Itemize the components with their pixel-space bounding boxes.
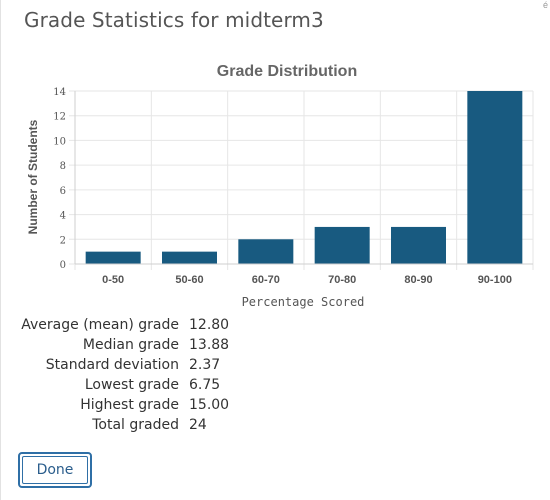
- done-button[interactable]: Done: [18, 452, 92, 488]
- stat-row-std-dev: Standard deviation 2.37: [1, 356, 321, 374]
- y-tick-label: 8: [60, 161, 66, 172]
- bar-60-70: [238, 239, 294, 264]
- stat-row-lowest: Lowest grade 6.75: [1, 376, 321, 394]
- stat-row-total: Total graded 24: [1, 416, 321, 434]
- x-tick-label: 70-80: [328, 274, 356, 286]
- done-button-label: Done: [22, 456, 88, 484]
- stat-label: Total graded: [92, 417, 179, 433]
- stat-value: 6.75: [189, 377, 221, 393]
- dialog-title: Grade Statistics for midterm3: [24, 8, 324, 32]
- stat-row-highest: Highest grade 15.00: [1, 396, 321, 414]
- stat-value: 24: [189, 417, 207, 433]
- stat-value: 2.37: [189, 357, 221, 373]
- grade-distribution-chart: 0 2 4 6 8 10 12 14 0-50 50-60 60-70 70-80 80-90 90-10…: [26, 63, 534, 309]
- y-tick-label: 12: [53, 112, 66, 123]
- chart-axes: 0 2 4 6 8 10 12 14 0-50 50-60 60-70 70-80 80-90 90-10…: [53, 87, 533, 286]
- corner-mark: é: [542, 0, 548, 10]
- stat-value: 12.80: [189, 317, 230, 333]
- bar-90-100: [467, 91, 523, 264]
- stat-label: Average (mean) grade: [21, 317, 179, 333]
- chart-x-axis-label: Percentage Scored: [242, 295, 365, 309]
- stat-label: Lowest grade: [84, 377, 179, 393]
- y-tick-label: 2: [60, 235, 66, 246]
- bar-50-60: [162, 251, 217, 264]
- y-tick-label: 14: [53, 87, 66, 98]
- chart-y-axis-label: Number of Students: [26, 119, 40, 234]
- stat-value: 15.00: [189, 397, 230, 413]
- x-tick-label: 60-70: [252, 274, 280, 286]
- bar-80-90: [391, 226, 446, 264]
- y-tick-label: 0: [60, 260, 66, 271]
- stat-label: Median grade: [82, 337, 179, 353]
- bar-0-50: [85, 251, 141, 264]
- stat-label: Highest grade: [80, 397, 179, 413]
- stat-row-median: Median grade 13.88: [1, 336, 321, 354]
- y-tick-label: 10: [53, 136, 66, 147]
- y-tick-label: 4: [60, 211, 66, 222]
- bar-70-80: [314, 226, 370, 264]
- chart-title: Grade Distribution: [217, 63, 357, 80]
- y-tick-label: 6: [60, 186, 66, 197]
- chart-bars: [85, 91, 523, 264]
- stat-row-mean: Average (mean) grade 12.80: [1, 316, 321, 334]
- x-tick-label: 0-50: [102, 274, 124, 286]
- chart-grid: [69, 90, 534, 270]
- x-tick-label: 90-100: [478, 274, 512, 286]
- stat-label: Standard deviation: [45, 357, 179, 373]
- x-tick-label: 80-90: [404, 274, 432, 286]
- stat-value: 13.88: [189, 337, 230, 353]
- x-tick-label: 50-60: [175, 274, 203, 286]
